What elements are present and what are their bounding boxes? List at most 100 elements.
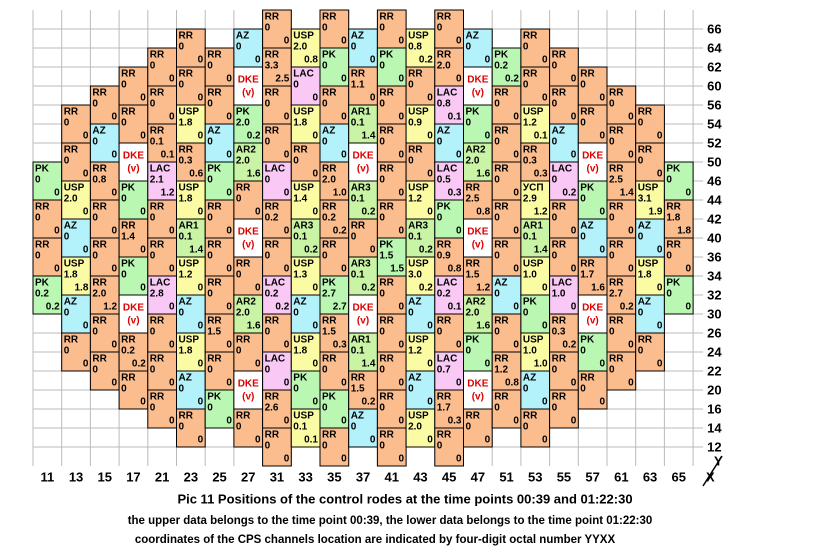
lower-value: 0: [54, 226, 60, 237]
upper-value: 0: [265, 251, 271, 262]
upper-value: 0: [150, 99, 156, 110]
upper-value: 1.5: [322, 327, 336, 338]
lower-value: 0: [341, 150, 347, 161]
lower-value: 1.6: [247, 321, 261, 332]
upper-value: 0.2: [265, 213, 279, 224]
cell-type: RR: [408, 69, 423, 80]
upper-value: 0: [379, 23, 385, 34]
cell-type: USP: [408, 411, 429, 422]
cell-box: [405, 370, 436, 410]
lower-value: 0: [370, 55, 376, 66]
cell-box: [319, 389, 350, 429]
lower-value: 0: [542, 93, 548, 104]
cell-type: RR: [150, 316, 165, 327]
lower-value: 0: [427, 207, 433, 218]
upper-value: 0: [351, 232, 357, 243]
cell-box: [405, 408, 436, 448]
cell-box: [61, 256, 91, 296]
upper-value: 0.3: [523, 156, 537, 167]
channel-cell: DKE (v): [233, 66, 264, 106]
lower-value: 0: [341, 112, 347, 123]
lower-value: 0: [169, 416, 175, 427]
cell-box: [463, 294, 493, 334]
cell-type: LAC: [437, 278, 458, 289]
lower-value: 0: [226, 416, 232, 427]
cell-box: [176, 66, 206, 106]
lower-value: 0.2: [419, 245, 433, 256]
upper-value: 0: [580, 232, 586, 243]
lower-value: 0: [255, 207, 261, 218]
cell-type: PK: [322, 50, 337, 61]
channel-cell: RR1.5 0.2: [348, 370, 378, 410]
upper-value: 0: [437, 23, 443, 34]
cell-type: RR: [466, 183, 481, 194]
cell-type: RR: [121, 373, 136, 384]
channel-cell: RR0.8 0: [89, 161, 120, 201]
cell-type: RR: [379, 278, 394, 289]
upper-value: 2.0: [92, 289, 106, 300]
cell-box: [262, 351, 292, 391]
cell-box: [176, 294, 206, 334]
upper-value: 0.1: [351, 194, 365, 205]
cell-box: [663, 275, 694, 315]
cell-type: RR: [64, 145, 79, 156]
lower-value: 0.1: [304, 435, 318, 446]
cell-type: PK: [466, 335, 481, 346]
cell-box: [606, 351, 637, 391]
cell-type: RR: [150, 88, 165, 99]
upper-value: 0: [293, 384, 299, 395]
cell-type: RR: [322, 164, 337, 175]
y-label: 16: [707, 401, 721, 416]
x-label: 17: [126, 469, 140, 484]
upper-value: 0: [437, 327, 443, 338]
upper-value: 0: [666, 175, 672, 186]
upper-value: 0: [121, 194, 127, 205]
upper-value: 0: [35, 251, 41, 262]
cell-type: PK: [666, 164, 681, 175]
lower-value: 0.2: [361, 397, 375, 408]
lower-value: 0: [198, 435, 204, 446]
cell-box: [463, 256, 493, 296]
upper-value: 0: [494, 289, 500, 300]
lower-value: 0: [198, 207, 204, 218]
cell-box: [176, 28, 206, 68]
cell-type: PK: [666, 278, 681, 289]
cell-type: AR1: [351, 107, 371, 118]
channel-cell: RR1.7 1.6: [577, 256, 608, 296]
upper-value: 0.3: [552, 327, 566, 338]
cell-type: PK: [322, 278, 337, 289]
cell-type: RR: [552, 240, 567, 251]
upper-value: 0: [322, 441, 328, 452]
channel-cell: RR2.0 1.2: [89, 275, 120, 315]
cell-type: LAC: [293, 69, 314, 80]
upper-value: 0: [638, 346, 644, 357]
lower-value: 0: [456, 150, 462, 161]
cell-box: [290, 142, 321, 182]
channel-cell: RR2.5 1.4: [606, 161, 637, 201]
upper-value: 0: [207, 289, 213, 300]
cell-box: [549, 275, 579, 315]
cell-type: RR: [265, 202, 280, 213]
y-label: 40: [707, 230, 721, 245]
y-label: 64: [707, 40, 722, 55]
cell-box: [635, 332, 665, 372]
lower-value: 0: [83, 131, 89, 142]
cell-note: (v): [242, 240, 254, 251]
cell-type: RR: [351, 221, 366, 232]
upper-value: 0: [265, 327, 271, 338]
cell-box: [577, 66, 608, 106]
cell-type: RR: [580, 259, 595, 270]
